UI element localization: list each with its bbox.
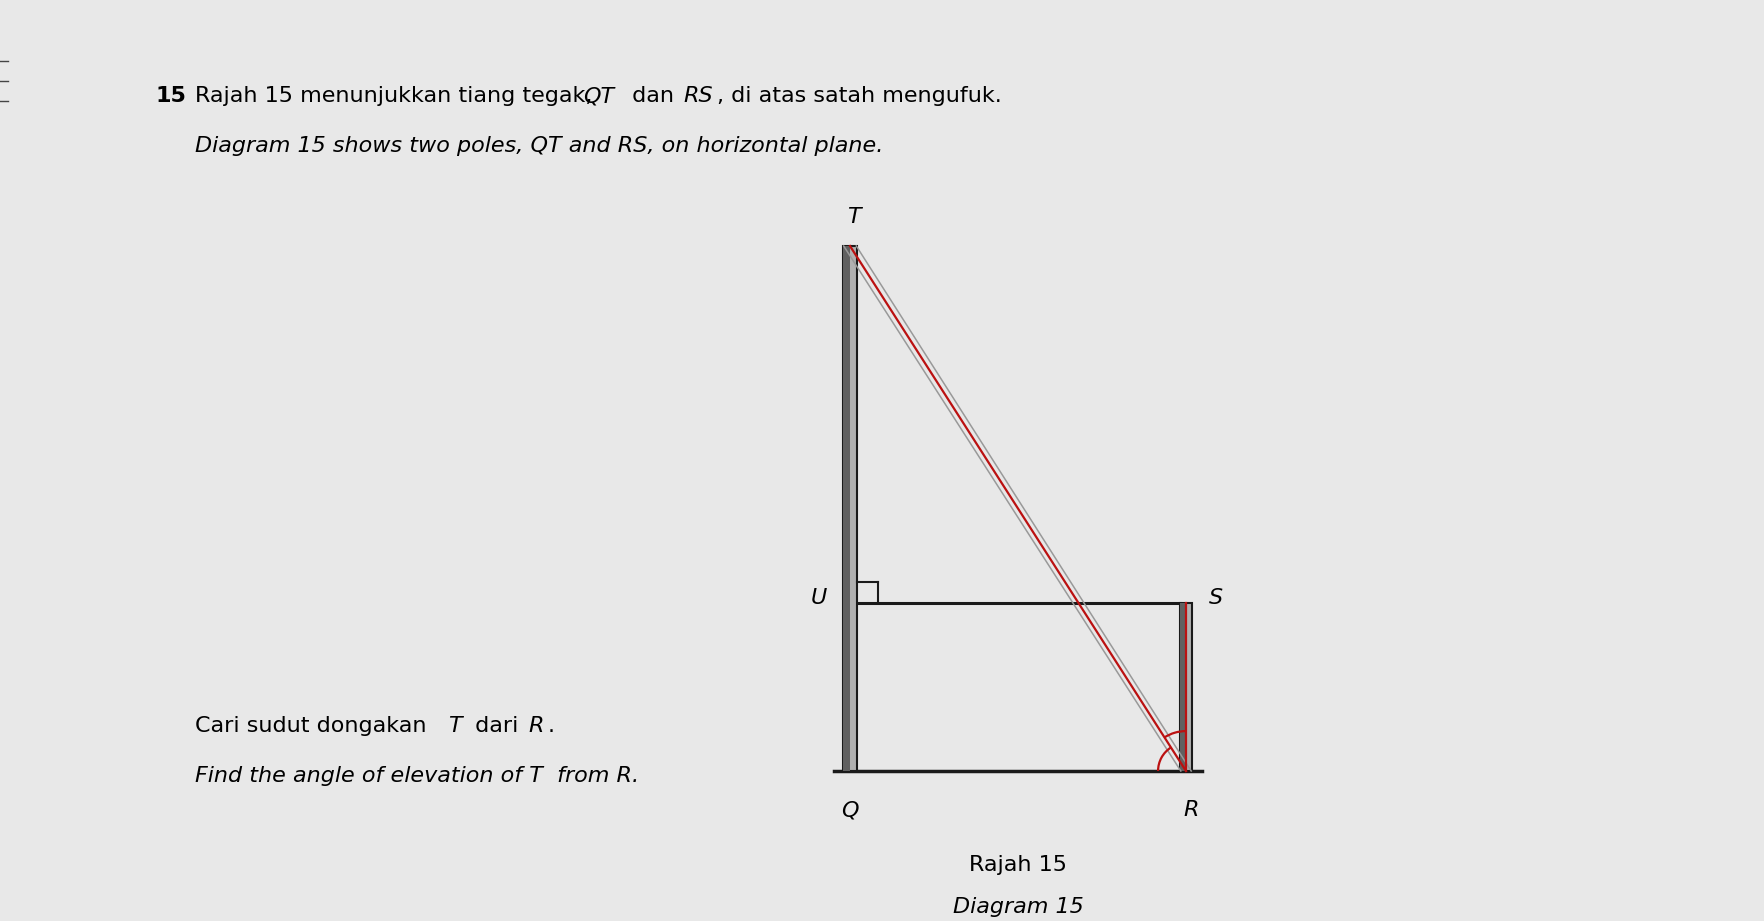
Text: Diagram 15: Diagram 15 (953, 897, 1083, 917)
Text: dan: dan (624, 86, 681, 106)
Text: U: U (810, 588, 826, 608)
Bar (841, 246, 850, 771)
Text: QT: QT (582, 86, 614, 106)
Text: 15: 15 (155, 86, 185, 106)
Text: Q: Q (841, 800, 859, 821)
Text: dari: dari (467, 716, 526, 736)
Text: S: S (1208, 588, 1222, 608)
Text: , di atas satah mengufuk.: , di atas satah mengufuk. (716, 86, 1002, 106)
Bar (1178, 603, 1191, 771)
Text: Diagram 15 shows two poles, QT and RS, on horizontal plane.: Diagram 15 shows two poles, QT and RS, o… (194, 136, 882, 156)
Text: T: T (847, 207, 861, 227)
Text: .: . (547, 716, 554, 736)
Bar (841, 246, 857, 771)
Text: T: T (448, 716, 462, 736)
Bar (1178, 603, 1185, 771)
Text: R: R (1184, 800, 1198, 821)
Text: Rajah 15: Rajah 15 (968, 855, 1067, 875)
Text: Cari sudut dongakan: Cari sudut dongakan (194, 716, 434, 736)
Text: RS: RS (683, 86, 713, 106)
Text: R: R (527, 716, 543, 736)
Text: Find the angle of elevation of T  from R.: Find the angle of elevation of T from R. (194, 766, 639, 786)
Text: Rajah 15 menunjukkan tiang tegak,: Rajah 15 menunjukkan tiang tegak, (194, 86, 600, 106)
